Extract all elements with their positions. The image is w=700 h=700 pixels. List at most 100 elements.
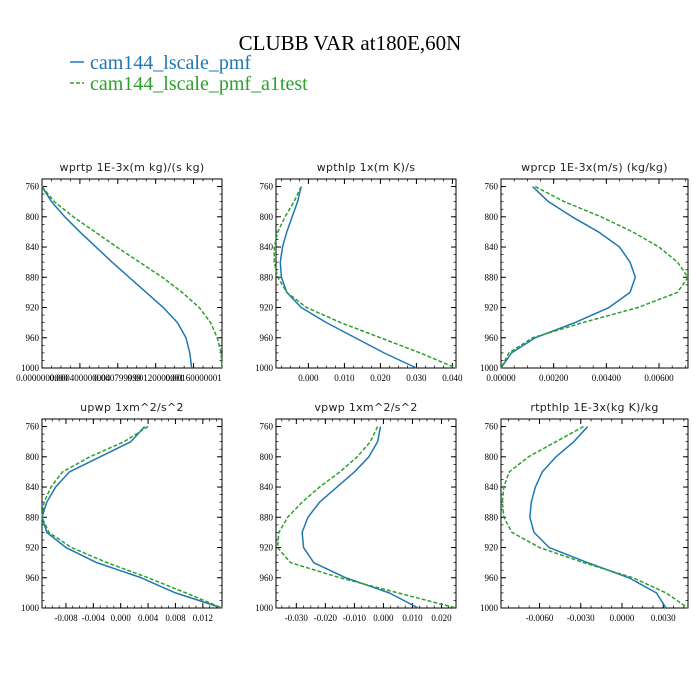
series-line-2: [41, 425, 223, 609]
y-tick-label: 1000: [255, 363, 274, 373]
y-tick-label: 840: [26, 242, 40, 252]
subplot-grid: wprtp 1E-3x(m kg)/(s kg) 760 800 840 880 920 9…: [16, 161, 689, 623]
subplot-title: vpwp 1xm^2/s^2: [314, 401, 417, 414]
series-line-1: [41, 426, 223, 609]
y-tick-label: 1000: [21, 603, 40, 613]
legend-entry-1: cam144_lscale_pmf: [70, 52, 251, 74]
subplot-5: vpwp 1xm^2/s^2 760 800 840 880 920 960 1000 -0.0…: [255, 401, 457, 623]
plot-frame: [41, 418, 223, 609]
x-tick-label: 0.010: [334, 373, 355, 383]
y-tick-label: 880: [26, 512, 40, 522]
plot-frame: [500, 178, 689, 369]
y-tick-label: 800: [485, 212, 499, 222]
y-tick-label: 1000: [255, 603, 274, 613]
y-tick-label: 920: [260, 303, 274, 313]
y-tick-label: 800: [26, 212, 40, 222]
series-line-2: [500, 185, 689, 369]
y-tick-label: 1000: [480, 363, 499, 373]
y-tick-label: 960: [260, 573, 274, 583]
subplot-title: upwp 1xm^2/s^2: [80, 401, 184, 414]
y-tick-label: 920: [485, 543, 499, 553]
legend-entry-2: cam144_lscale_pmf_a1test: [70, 73, 308, 95]
y-tick-label: 800: [260, 212, 274, 222]
x-tick-label: 0.0030: [651, 613, 676, 623]
x-tick-label: 0.030: [406, 373, 427, 383]
x-tick-label: 0.00160000001: [165, 373, 221, 383]
y-tick-label: 920: [260, 543, 274, 553]
x-tick-label: 0.020: [370, 373, 391, 383]
x-tick-label: 0.000: [111, 613, 132, 623]
x-tick-label: 0.004: [138, 613, 159, 623]
y-tick-label: 840: [485, 242, 499, 252]
y-tick-label: 760: [485, 182, 499, 192]
y-tick-label: 760: [485, 422, 499, 432]
plot-frame: [275, 418, 457, 609]
y-tick-label: 880: [260, 272, 274, 282]
y-tick-label: 800: [260, 452, 274, 462]
y-tick-label: 960: [26, 573, 40, 583]
y-tick-label: 840: [485, 482, 499, 492]
x-tick-label: 0.0000000000: [16, 373, 68, 383]
x-tick-label: 0.012: [193, 613, 213, 623]
x-tick-label: -0.0030: [567, 613, 595, 623]
x-tick-label: -0.008: [54, 613, 78, 623]
subplot-title: wprcp 1E-3x(m/s) (kg/kg): [521, 161, 668, 174]
y-tick-label: 880: [260, 512, 274, 522]
y-tick-label: 880: [485, 272, 499, 282]
y-tick-label: 1000: [21, 363, 40, 373]
subplot-6: rtpthlp 1E-3x(kg K)/kg 760 800 840 880 920 960…: [480, 401, 689, 623]
x-tick-label: -0.004: [82, 613, 106, 623]
y-tick-label: 880: [26, 272, 40, 282]
y-tick-label: 960: [485, 333, 499, 343]
x-tick-label: 0.000: [298, 373, 319, 383]
y-tick-label: 920: [26, 303, 40, 313]
x-tick-label: 0.000799999: [94, 373, 142, 383]
x-tick-label: 0.00120000001: [128, 373, 184, 383]
x-tick-label: -0.030: [285, 613, 309, 623]
x-tick-label: 0.010: [402, 613, 423, 623]
x-tick-label: 0.000400000004: [50, 373, 111, 383]
subplot-title: wprtp 1E-3x(m kg)/(s kg): [60, 161, 205, 174]
series-line-2: [276, 426, 457, 609]
series-line-1: [279, 186, 417, 369]
subplot-3: wprcp 1E-3x(m/s) (kg/kg) 760 800 840 880 920 9…: [480, 161, 689, 383]
series-line-2: [501, 425, 689, 609]
subplot-title: wpthlp 1x(m K)/s: [317, 161, 416, 174]
y-tick-label: 1000: [480, 603, 499, 613]
y-tick-label: 840: [260, 242, 274, 252]
legend-label-1: cam144_lscale_pmf: [90, 52, 251, 74]
x-tick-label: 0.000: [373, 613, 394, 623]
x-tick-label: 0.00600: [644, 373, 674, 383]
plot-frame: [41, 178, 223, 369]
x-tick-label: 0.040: [442, 373, 463, 383]
plot-frame: [500, 418, 689, 609]
plot-frame: [275, 178, 457, 369]
x-tick-label: 0.00000: [486, 373, 516, 383]
x-tick-label: 0.020: [431, 613, 452, 623]
y-tick-label: 880: [485, 512, 499, 522]
legend-label-2: cam144_lscale_pmf_a1test: [90, 73, 308, 95]
y-tick-label: 960: [485, 573, 499, 583]
y-tick-label: 760: [260, 182, 274, 192]
series-line-1: [529, 426, 667, 609]
y-tick-label: 960: [26, 333, 40, 343]
figure-title: CLUBB VAR at180E,60N: [239, 31, 462, 55]
series-line-1: [41, 186, 193, 369]
series-line-1: [500, 186, 637, 369]
series-line-1: [301, 426, 419, 609]
y-tick-label: 760: [260, 422, 274, 432]
subplot-title: rtpthlp 1E-3x(kg K)/kg: [530, 401, 658, 414]
x-tick-label: 0.0000: [610, 613, 635, 623]
series-line-2: [273, 186, 457, 369]
y-tick-label: 800: [26, 452, 40, 462]
series-line-2: [41, 186, 223, 369]
y-tick-label: 960: [260, 333, 274, 343]
x-tick-label: -0.010: [343, 613, 367, 623]
y-tick-label: 920: [26, 543, 40, 553]
x-tick-label: 0.008: [165, 613, 186, 623]
x-tick-label: -0.0060: [526, 613, 554, 623]
y-tick-label: 760: [26, 422, 40, 432]
subplot-1: wprtp 1E-3x(m kg)/(s kg) 760 800 840 880 920 9…: [16, 161, 223, 383]
x-tick-label: 0.00400: [592, 373, 622, 383]
